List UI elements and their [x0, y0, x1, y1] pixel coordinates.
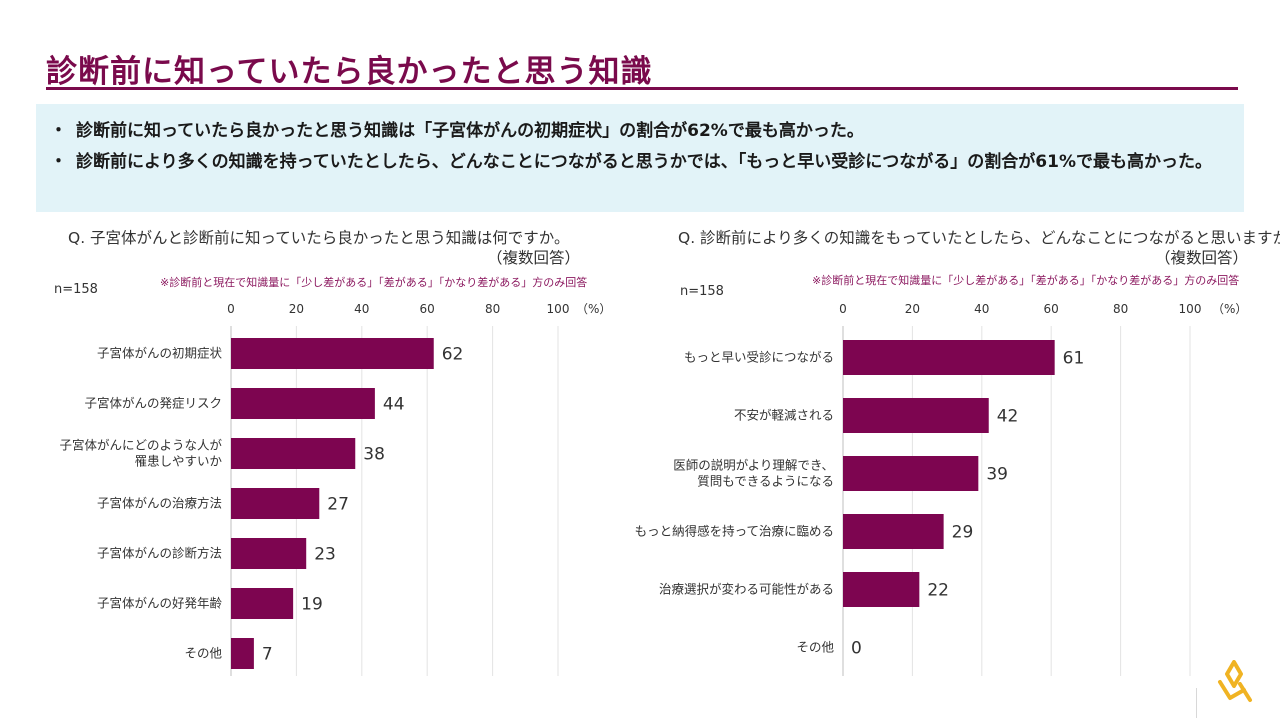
- chart-1-n: n=158: [54, 282, 98, 297]
- category-label: その他: [184, 646, 222, 661]
- category-label: 子宮体がんの初期症状: [97, 346, 223, 361]
- company-logo-icon: [1218, 660, 1252, 702]
- bar: [843, 340, 1055, 375]
- category-label: もっと納得感を持って治療に臨める: [635, 524, 834, 539]
- tick-label: 100: [547, 302, 570, 316]
- data-label: 44: [383, 395, 405, 415]
- category-label: 子宮体がんの発症リスク: [84, 396, 222, 411]
- bar: [231, 488, 320, 519]
- chart-1-subtitle: （複数回答）: [486, 249, 580, 267]
- footer-divider: [1196, 688, 1197, 718]
- category-label: 医師の説明がより理解でき、質問もできるようになる: [673, 458, 834, 489]
- axis-unit-label: （%）: [576, 302, 611, 316]
- data-label: 19: [301, 595, 323, 615]
- category-label: その他: [796, 640, 834, 655]
- category-label: 子宮体がんにどのような人が罹患しやすいか: [59, 438, 222, 469]
- bar: [231, 438, 356, 469]
- title-divider: [46, 87, 1238, 90]
- category-label: 子宮体がんの好発年齢: [97, 596, 223, 611]
- bar: [843, 456, 979, 491]
- data-label: 61: [1063, 349, 1085, 369]
- data-label: 0: [851, 639, 862, 659]
- tick-label: 20: [289, 302, 304, 316]
- data-label: 22: [927, 581, 949, 601]
- tick-label: 100: [1179, 302, 1202, 316]
- chart-2-question: Q. 診断前により多くの知識をもっていたとしたら、どんなことにつながると思います…: [678, 229, 1280, 247]
- tick-label: 40: [974, 302, 989, 316]
- chart-1-question: Q. 子宮体がんと診断前に知っていたら良かったと思う知識は何ですか。: [68, 229, 570, 247]
- chart-1-note: ※診断前と現在で知識量に「少し差がある」「差がある」「かなり差がある」方のみ回答: [160, 276, 588, 289]
- bar: [231, 388, 375, 419]
- page-title: 診断前に知っていたら良かったと思う知識: [46, 54, 653, 90]
- tick-label: 60: [420, 302, 435, 316]
- category-label: 治療選択が変わる可能性がある: [659, 582, 834, 597]
- category-label: もっと早い受診につながる: [684, 350, 834, 365]
- bar: [231, 538, 307, 569]
- bar: [843, 398, 989, 433]
- data-label: 29: [952, 523, 974, 543]
- bar: [231, 338, 434, 369]
- tick-label: 0: [839, 302, 847, 316]
- data-label: 7: [262, 645, 273, 665]
- bar: [231, 588, 294, 619]
- data-label: 38: [363, 445, 385, 465]
- summary-text: 診断前により多くの知識を持っていたとしたら、どんなことにつながると思うかでは、「…: [76, 152, 1212, 172]
- tick-label: 20: [905, 302, 920, 316]
- bullet-icon: ・: [50, 152, 67, 172]
- category-label: 不安が軽減される: [734, 408, 834, 423]
- bar: [843, 572, 920, 607]
- bar: [231, 638, 254, 669]
- tick-label: 80: [1113, 302, 1128, 316]
- tick-label: 80: [485, 302, 500, 316]
- tick-label: 60: [1044, 302, 1059, 316]
- category-label: 子宮体がんの治療方法: [97, 496, 222, 511]
- data-label: 39: [986, 465, 1008, 485]
- data-label: 23: [314, 545, 336, 565]
- chart-2-subtitle: （複数回答）: [1154, 249, 1248, 267]
- data-label: 42: [997, 407, 1019, 427]
- tick-label: 0: [227, 302, 235, 316]
- summary-text: 診断前に知っていたら良かったと思う知識は「子宮体がんの初期症状」の割合が62%で…: [76, 121, 864, 141]
- data-label: 62: [442, 345, 464, 365]
- summary-box: ・ 診断前に知っていたら良かったと思う知識は「子宮体がんの初期症状」の割合が62…: [36, 104, 1244, 212]
- category-label: 子宮体がんの診断方法: [97, 546, 222, 561]
- bar: [843, 514, 944, 549]
- bullet-icon: ・: [50, 121, 67, 141]
- chart-2-note: ※診断前と現在で知識量に「少し差がある」「差がある」「かなり差がある」方のみ回答: [812, 274, 1240, 287]
- axis-unit-label: （%）: [1212, 302, 1247, 316]
- tick-label: 40: [354, 302, 369, 316]
- data-label: 27: [327, 495, 349, 515]
- chart-2-n: n=158: [680, 284, 724, 299]
